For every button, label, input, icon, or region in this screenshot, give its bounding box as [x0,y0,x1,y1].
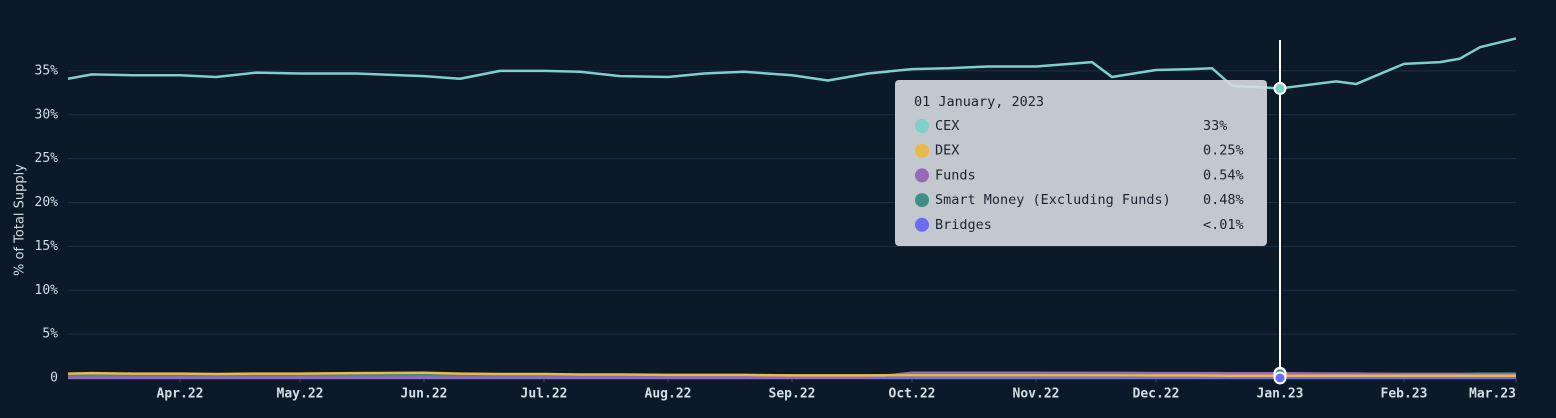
x-tick-label: Jul.22 [521,387,568,402]
tooltip-swatch [915,143,929,158]
x-tick-label: May.22 [277,387,324,402]
x-tick-label: Sep.22 [769,387,816,402]
series-line [67,37,1517,90]
y-tick-label: 15% [35,239,59,254]
tooltip-value: <.01% [1203,217,1244,233]
tooltip-series-name: Smart Money (Excluding Funds) [935,192,1171,208]
x-tick-label: Feb.23 [1381,387,1428,402]
series-line [68,371,1516,379]
tooltip-swatch [915,217,929,232]
x-tick-label: Aug.22 [645,387,692,402]
hover-dot [1273,81,1287,95]
y-tick-label: 35% [35,63,59,78]
x-tick-label: Mar.23 [1469,387,1516,402]
tooltip-value: 0.48% [1203,192,1244,208]
tooltip-title: 01 January, 2023 [914,94,1044,110]
hover-dot [1273,371,1287,385]
tooltip-series-name: DEX [935,143,959,159]
tooltip-swatch [915,119,929,133]
y-tick-label: 0 [50,371,58,386]
tooltip-box [895,80,1267,246]
x-tick-label: Nov.22 [1013,387,1060,402]
y-tick-label: 30% [35,107,59,122]
x-tick-label: Apr.22 [157,387,204,402]
tooltip-value: 0.54% [1203,167,1244,183]
y-tick-label: 20% [35,195,59,210]
tooltip-series-name: CEX [935,118,959,134]
y-tick-label: 5% [42,327,58,342]
tooltip-value: 0.25% [1203,143,1244,159]
y-tick-label: 25% [35,151,59,166]
tooltip-series-name: Bridges [935,217,992,233]
x-tick-label: Jun.22 [401,387,448,402]
tooltip-swatch [915,168,929,183]
x-tick-label: Oct.22 [889,387,936,402]
tooltip-value: 33% [1203,118,1227,134]
tooltip-series-name: Funds [935,167,976,183]
series-line [67,371,1516,378]
x-tick-label: Jan.23 [1257,387,1304,402]
y-axis-label: % of Total Supply [13,164,28,276]
tooltip-swatch [915,193,929,208]
tooltip: 01 January, 2023 CEX 33% DEX 0.25% Funds 0.54%… [895,80,1267,246]
x-tick-label: Dec.22 [1133,387,1180,402]
y-tick-label: 10% [35,283,59,298]
